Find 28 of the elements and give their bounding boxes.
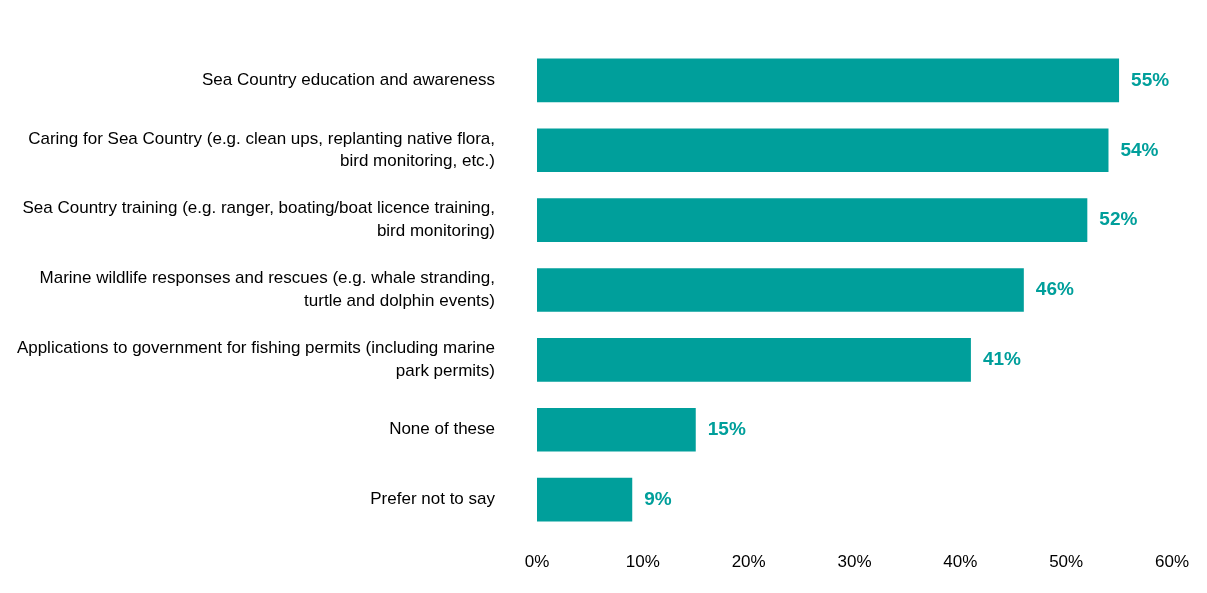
y-tick-label: Marine wildlife responses and rescues (e.g. whale stranding, turtle and dolphin events) [39, 268, 495, 311]
bar [537, 477, 633, 522]
data-label: 55% [1131, 68, 1170, 90]
y-tick-label: None of these [389, 419, 495, 439]
bar [537, 268, 1024, 312]
bar [537, 58, 1120, 103]
x-tick-label: 50% [1049, 552, 1084, 572]
bar [537, 407, 696, 452]
bar [537, 198, 1088, 242]
data-label: 9% [644, 487, 672, 509]
data-label: 52% [1099, 208, 1138, 230]
x-tick-label: 0% [524, 552, 550, 572]
y-tick-label: Applications to government for fishing permits (including marine park permits) [16, 338, 495, 381]
x-tick-label: 30% [837, 552, 872, 572]
x-tick-label: 20% [731, 552, 766, 572]
bar [537, 338, 971, 382]
y-tick-label: Caring for Sea Country (e.g. clean ups, replanting native flora, bird monitoring, etc.) [28, 128, 495, 171]
data-label: 15% [707, 418, 746, 440]
y-tick-label: Prefer not to say [370, 489, 496, 509]
data-label: 41% [982, 348, 1022, 370]
x-tick-label: 60% [1154, 552, 1189, 572]
x-tick-label: 10% [625, 552, 660, 572]
y-tick-label: Sea Country education and awareness [202, 70, 495, 90]
data-label: 54% [1120, 138, 1159, 160]
x-tick-label: 40% [943, 552, 978, 572]
y-tick-label: Sea Country training (e.g. ranger, boating/boat licence training, bird monitoring) [22, 198, 495, 241]
data-label: 46% [1035, 278, 1074, 300]
bar [537, 128, 1109, 173]
